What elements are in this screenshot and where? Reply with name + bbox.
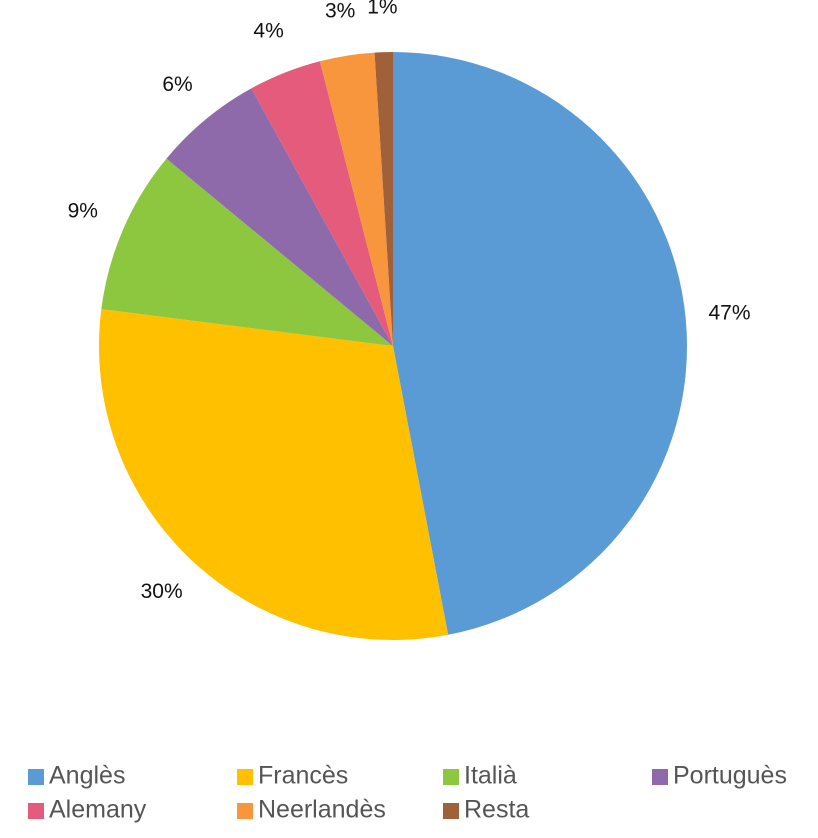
pie-slice (319, 52, 393, 347)
pie-slice (374, 52, 393, 346)
legend-swatch (237, 803, 253, 819)
legend-swatch (443, 803, 459, 819)
legend-swatch (28, 803, 44, 819)
data-label: 9% (68, 199, 98, 222)
pie-slice (99, 309, 449, 640)
pie-slice (166, 88, 393, 346)
legend-swatch (237, 769, 253, 785)
data-label: 47% (708, 302, 750, 325)
pie-slice (101, 158, 394, 346)
data-label: 30% (141, 580, 183, 603)
legend-swatch (652, 769, 668, 785)
legend-swatch (28, 769, 44, 785)
legend-label: Francès (258, 762, 348, 790)
data-label: 1% (367, 0, 397, 19)
data-label: 3% (325, 0, 355, 23)
legend-swatch (443, 769, 459, 785)
legend-label: Resta (464, 796, 529, 824)
pie-slice (251, 61, 393, 347)
legend-label: Italià (464, 762, 517, 790)
pie-slice (393, 52, 688, 635)
data-label: 6% (162, 73, 192, 96)
data-label: 4% (253, 19, 283, 42)
legend-label: Alemany (49, 796, 147, 824)
legend-label: Neerlandès (258, 796, 386, 824)
legend-label: Portuguès (673, 762, 787, 790)
legend-label: Anglès (49, 762, 125, 790)
